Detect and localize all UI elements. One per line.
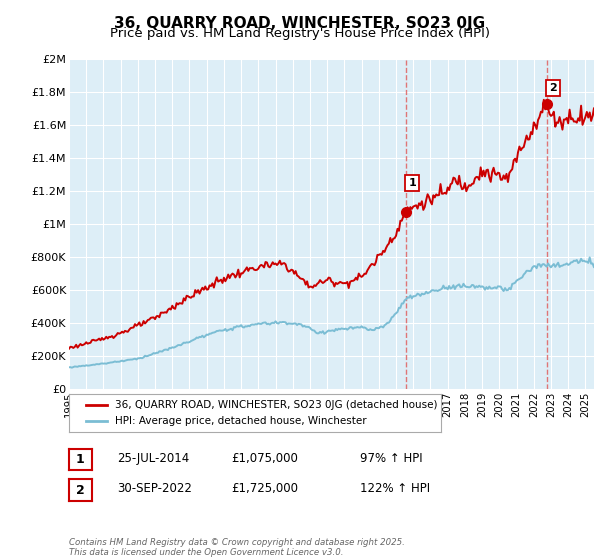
Text: Price paid vs. HM Land Registry's House Price Index (HPI): Price paid vs. HM Land Registry's House …: [110, 27, 490, 40]
Text: £1,075,000: £1,075,000: [231, 451, 298, 465]
Text: 36, QUARRY ROAD, WINCHESTER, SO23 0JG: 36, QUARRY ROAD, WINCHESTER, SO23 0JG: [115, 16, 485, 31]
Legend: 36, QUARRY ROAD, WINCHESTER, SO23 0JG (detached house), HPI: Average price, deta: 36, QUARRY ROAD, WINCHESTER, SO23 0JG (d…: [82, 396, 442, 431]
Text: 30-SEP-2022: 30-SEP-2022: [117, 482, 192, 495]
Text: 25-JUL-2014: 25-JUL-2014: [117, 451, 189, 465]
Text: 2: 2: [549, 83, 557, 93]
Text: 1: 1: [408, 178, 416, 188]
Text: 122% ↑ HPI: 122% ↑ HPI: [360, 482, 430, 495]
Text: 2: 2: [76, 483, 85, 497]
Text: £1,725,000: £1,725,000: [231, 482, 298, 495]
Text: 1: 1: [76, 453, 85, 466]
Text: 97% ↑ HPI: 97% ↑ HPI: [360, 451, 422, 465]
Text: Contains HM Land Registry data © Crown copyright and database right 2025.
This d: Contains HM Land Registry data © Crown c…: [69, 538, 405, 557]
